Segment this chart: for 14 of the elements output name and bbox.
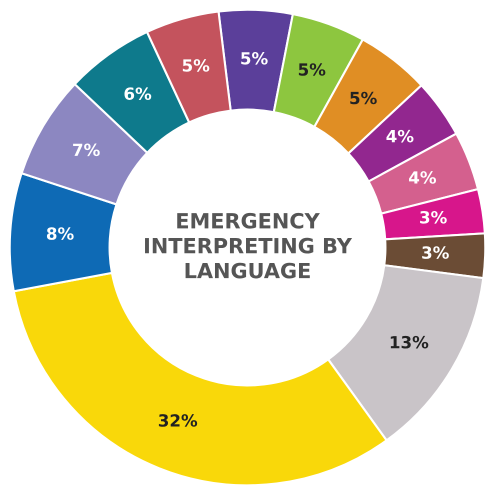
data-label: 7% bbox=[73, 144, 100, 156]
data-label: 32% bbox=[158, 414, 198, 427]
data-label: 13% bbox=[390, 336, 428, 349]
data-label: 3% bbox=[422, 246, 449, 259]
data-label: 5% bbox=[298, 63, 326, 76]
data-label: 5% bbox=[182, 59, 210, 72]
data-label: 4% bbox=[409, 171, 436, 184]
data-label: 4% bbox=[386, 130, 414, 142]
data-label: 8% bbox=[46, 227, 74, 240]
data-label: 3% bbox=[420, 210, 447, 224]
data-label: 5% bbox=[350, 92, 377, 104]
data-label: 5% bbox=[241, 52, 268, 65]
data-label: 6% bbox=[124, 87, 152, 100]
text: EMERGENCY INTERPRETING BY LANGUAGE bbox=[145, 212, 352, 278]
